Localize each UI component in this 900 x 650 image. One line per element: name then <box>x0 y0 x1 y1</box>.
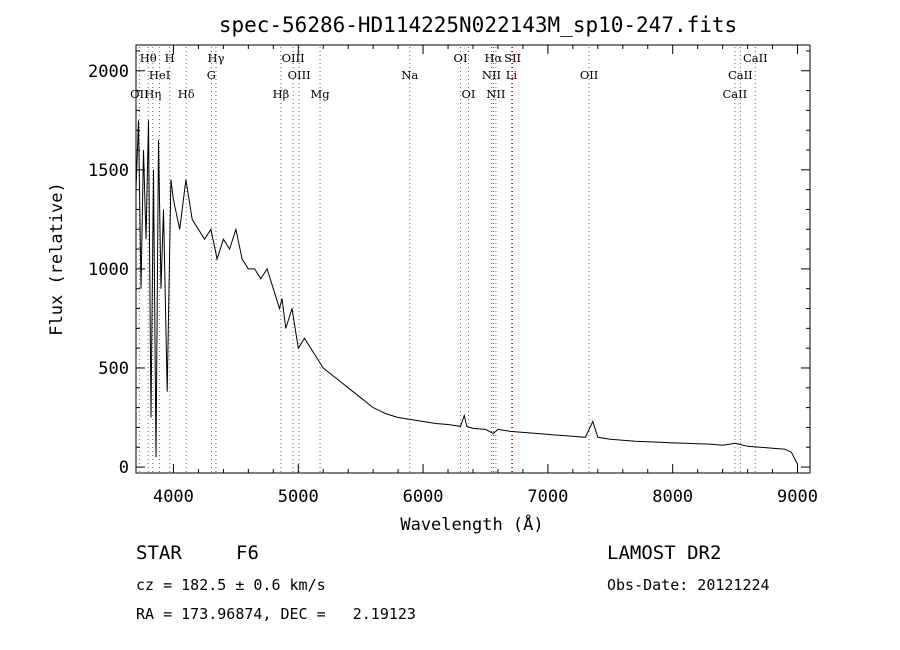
chart-title: spec-56286-HD114225N022143M_sp10-247.fit… <box>219 13 737 37</box>
spectral-line-label: Hθ <box>140 51 157 65</box>
spectrum-series-line <box>135 120 798 465</box>
spectral-line-label: CaII <box>728 68 753 82</box>
object-subclass: F6 <box>236 542 259 564</box>
spectral-line-label: OII <box>580 68 599 82</box>
x-tick-label: 5000 <box>278 487 319 507</box>
y-axis-ticks: 0 500 1000 1500 2000 <box>88 50 810 478</box>
spectral-line-label: Hη <box>144 87 161 101</box>
spectral-line-label: HeI <box>149 68 170 82</box>
object-class: STAR <box>136 542 182 564</box>
spectral-line-label: OIII <box>288 68 311 82</box>
spectral-line-markers <box>138 47 756 473</box>
spectral-line-label: Hγ <box>208 51 225 65</box>
x-tick-label: 4000 <box>153 487 194 507</box>
spectral-line-label: NII <box>486 87 505 101</box>
x-tick-label: 9000 <box>777 487 818 507</box>
plot-frame <box>135 44 811 474</box>
x-axis-ticks: 4000 5000 6000 7000 8000 9000 <box>153 45 818 507</box>
redshift-velocity: cz = 182.5 ± 0.6 km/s <box>136 576 326 594</box>
coordinates: RA = 173.96874, DEC = 2.19123 <box>136 605 416 623</box>
y-tick-label: 1000 <box>88 260 129 280</box>
y-tick-label: 2000 <box>88 62 129 82</box>
spectral-line-label: CaII <box>743 51 768 65</box>
spectral-line-label: SII <box>504 51 521 65</box>
survey-name: LAMOST DR2 <box>607 542 722 564</box>
x-tick-label: 6000 <box>403 487 444 507</box>
spectral-line-label: H <box>165 51 175 65</box>
x-tick-label: 7000 <box>527 487 568 507</box>
y-tick-label: 0 <box>119 458 129 478</box>
spectral-line-label: Hα <box>484 51 502 65</box>
spectral-line-label: OI <box>454 51 468 65</box>
observation-date: Obs-Date: 20121224 <box>607 576 770 594</box>
spectral-line-label: OII <box>130 87 149 101</box>
spectral-line-label: OI <box>462 87 476 101</box>
spectral-line-label: OIII <box>282 51 305 65</box>
y-tick-label: 500 <box>98 359 129 379</box>
y-axis-label: Flux (relative) <box>47 182 67 336</box>
spectral-line-label: Hβ <box>273 87 290 101</box>
y-tick-label: 1500 <box>88 161 129 181</box>
spectral-line-label: CaII <box>722 87 747 101</box>
spectral-line-label: NII <box>482 68 501 82</box>
spectral-line-label: G <box>207 68 216 82</box>
spectral-line-label: Na <box>401 68 418 82</box>
x-axis-label: Wavelength (Å) <box>400 513 543 535</box>
x-tick-label: 8000 <box>652 487 693 507</box>
spectral-line-label: Mg <box>311 87 331 101</box>
spectral-line-label: Li <box>506 68 518 82</box>
spectral-line-label: Hδ <box>178 87 195 101</box>
